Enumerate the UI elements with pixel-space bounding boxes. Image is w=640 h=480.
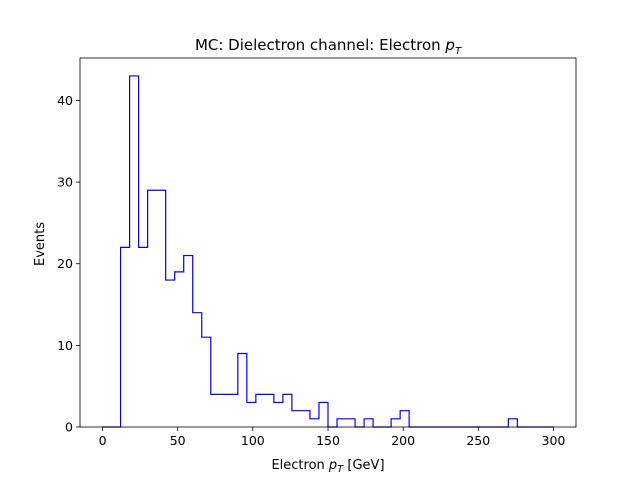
x-axis-label: Electron pT [GeV] xyxy=(271,458,384,475)
histogram-bin xyxy=(319,403,328,427)
histogram-bin xyxy=(337,419,346,427)
y-tick-label: 30 xyxy=(57,175,73,190)
x-tick-label: 100 xyxy=(241,433,265,448)
histogram-bin xyxy=(508,419,517,427)
histogram-bin xyxy=(166,280,175,427)
y-tick-label: 20 xyxy=(57,256,73,271)
plot-frame xyxy=(79,57,577,428)
histogram-bin xyxy=(400,411,409,427)
histogram-bin xyxy=(301,411,310,427)
histogram-bin xyxy=(274,403,283,427)
histogram-bin xyxy=(175,272,184,427)
y-tick-label: 0 xyxy=(65,420,73,435)
histogram-bin xyxy=(310,419,319,427)
histogram-bin xyxy=(157,190,166,427)
histogram-bin xyxy=(346,419,355,427)
y-tick-label: 40 xyxy=(57,93,73,108)
histogram-bin xyxy=(229,394,238,427)
chart-title: MC: Dielectron channel: Electron pT xyxy=(195,36,462,57)
histogram-bin xyxy=(292,411,301,427)
histogram-bin xyxy=(283,394,292,427)
histogram-bin xyxy=(265,394,274,427)
histogram-bin xyxy=(220,394,229,427)
x-tick-label: 0 xyxy=(99,433,107,448)
x-tick-label: 300 xyxy=(542,433,566,448)
histogram-bin xyxy=(364,419,373,427)
histogram-bin xyxy=(238,354,247,427)
histogram-bin xyxy=(139,247,148,427)
histogram-bin xyxy=(202,337,211,427)
y-tick-label: 10 xyxy=(57,338,73,353)
histogram-bin xyxy=(193,313,202,427)
histogram-bin xyxy=(184,256,193,427)
histogram-bin xyxy=(211,394,220,427)
x-tick-label: 150 xyxy=(316,433,340,448)
histogram-bin xyxy=(391,419,400,427)
histogram-bin xyxy=(130,76,139,427)
x-tick-label: 200 xyxy=(391,433,415,448)
histogram-bin xyxy=(121,247,130,427)
x-tick-label: 50 xyxy=(170,433,186,448)
histogram-bin xyxy=(247,403,256,427)
histogram-bin xyxy=(148,190,157,427)
histogram-step xyxy=(102,75,554,428)
histogram-bin xyxy=(256,394,265,427)
x-tick-label: 250 xyxy=(466,433,490,448)
y-axis-label: Events xyxy=(33,222,48,266)
